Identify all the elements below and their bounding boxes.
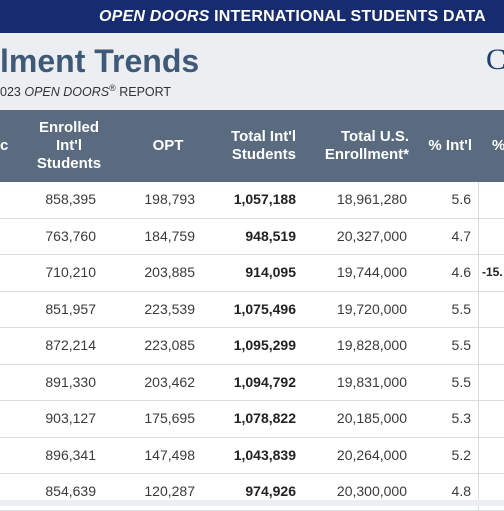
cell-opt: 184,759	[144, 227, 195, 244]
bottom-strip	[0, 500, 504, 506]
header-opt: OPT	[152, 137, 184, 154]
cell-total-intl: 948,519	[245, 227, 296, 244]
cell-total-us: 20,264,000	[336, 446, 407, 463]
cell-opt: 223,085	[144, 337, 195, 353]
cell-total-us: 19,831,000	[336, 373, 407, 390]
table-row: 903,127 175,695 1,078,822 20,185,000 5.3	[0, 401, 504, 438]
column-divider	[478, 437, 479, 473]
hero-section: lment Trends C 023 OPEN DOORS® REPORT	[0, 33, 504, 110]
cell-total-us: 19,720,000	[336, 300, 407, 317]
cell-enrolled: 710,210	[45, 264, 96, 280]
table-row: 763,760 184,759 948,519 20,327,000 4.7	[0, 218, 504, 255]
header-total-us-enrollment: Total U.S. Enrollment*	[324, 128, 409, 163]
cell-enrolled: 896,341	[45, 446, 96, 463]
cell-enrolled: 854,639	[45, 483, 96, 499]
column-divider	[478, 328, 479, 364]
column-divider	[478, 291, 479, 327]
table-row: 858,395 198,793 1,057,188 18,961,280 5.6	[0, 182, 504, 219]
cell-pct-intl: 5.2	[451, 446, 471, 463]
table-row: 891,330 203,462 1,094,792 19,831,000 5.5	[0, 364, 504, 401]
cell-total-us: 18,961,280	[336, 191, 407, 207]
cell-pct-intl: 5.5	[451, 337, 471, 353]
cell-partial-right	[482, 219, 504, 255]
cell-enrolled: 891,330	[45, 373, 96, 390]
cell-partial-right	[482, 365, 504, 401]
cell-partial-right	[482, 328, 504, 364]
top-banner: OPEN DOORS INTERNATIONAL STUDENTS DATA	[0, 0, 504, 33]
cell-pct-intl: 5.6	[451, 191, 471, 207]
cell-pct-intl: 5.5	[451, 300, 471, 317]
cell-opt: 147,498	[144, 446, 195, 463]
cell-total-intl: 914,095	[245, 264, 296, 280]
cell-total-intl: 1,057,188	[233, 191, 296, 207]
cell-total-us: 20,327,000	[336, 227, 407, 244]
cell-partial-right	[482, 438, 504, 474]
header-col-partial-left: c	[0, 137, 9, 154]
cell-opt: 203,462	[144, 373, 195, 390]
column-divider	[478, 218, 479, 254]
subtitle-suffix: REPORT	[115, 85, 172, 100]
table-row: 872,214 223,085 1,095,299 19,828,000 5.5	[0, 328, 504, 365]
table-body: 858,395 198,793 1,057,188 18,961,280 5.6 763,…	[0, 182, 504, 511]
column-divider	[478, 255, 479, 291]
cell-total-intl: 1,095,299	[233, 337, 296, 353]
column-divider	[478, 182, 479, 218]
cell-enrolled: 851,957	[45, 300, 96, 317]
cell-total-us: 19,744,000	[336, 264, 407, 280]
header-enrolled-students: Enrolled Int'l Students	[36, 119, 102, 172]
header-col-partial-right: %	[492, 110, 504, 182]
column-divider	[478, 401, 479, 437]
cell-pct-intl: 4.6	[451, 264, 471, 280]
table-row: 710,210 203,885 914,095 19,744,000 4.6 -15.	[0, 255, 504, 292]
cell-pct-intl: 5.3	[451, 410, 471, 426]
cell-total-us: 20,185,000	[336, 410, 407, 426]
cell-total-us: 19,828,000	[336, 337, 407, 353]
header-total-intl-students: Total Int'l Students	[231, 128, 296, 163]
cell-total-intl: 1,043,839	[233, 446, 296, 463]
cell-pct-intl: 4.7	[451, 227, 471, 244]
table-row: 896,341 147,498 1,043,839 20,264,000 5.2	[0, 437, 504, 474]
table-row: 851,957 223,539 1,075,496 19,720,000 5.5	[0, 291, 504, 328]
page-title: lment Trends	[0, 43, 200, 79]
cell-partial-right	[482, 292, 504, 328]
cell-partial-right: -15.	[482, 265, 503, 279]
cell-total-intl: 974,926	[245, 483, 296, 499]
cell-partial-right	[482, 401, 504, 437]
report-subtitle: 023 OPEN DOORS® REPORT	[0, 83, 171, 99]
column-divider	[478, 364, 479, 400]
cell-total-intl: 1,078,822	[233, 410, 296, 426]
subtitle-brand: OPEN DOORS	[24, 85, 110, 100]
cell-enrolled: 858,395	[45, 191, 96, 207]
cell-partial-right	[482, 182, 504, 218]
cell-total-intl: 1,094,792	[233, 373, 296, 390]
header-pct-intl: % Int'l	[428, 137, 472, 154]
banner-text: INTERNATIONAL STUDENTS DATA	[209, 8, 486, 25]
cell-total-us: 20,300,000	[336, 483, 407, 499]
cell-opt: 203,885	[144, 264, 195, 280]
registered-mark: ®	[109, 83, 116, 93]
cell-opt: 198,793	[144, 191, 195, 207]
cell-opt: 175,695	[144, 410, 195, 426]
cell-enrolled: 763,760	[45, 227, 96, 244]
cell-pct-intl: 5.5	[451, 373, 471, 390]
table-header: c Enrolled Int'l Students OPT Total Int'…	[0, 110, 504, 182]
cell-opt: 120,287	[144, 483, 195, 499]
cell-enrolled: 903,127	[45, 410, 96, 426]
column-divider	[478, 474, 479, 510]
banner-brand: OPEN DOORS	[99, 8, 210, 25]
cell-opt: 223,539	[144, 300, 195, 317]
cell-pct-intl: 4.8	[451, 483, 471, 499]
subtitle-prefix: 023	[0, 85, 25, 100]
cell-total-intl: 1,075,496	[233, 300, 296, 317]
cell-enrolled: 872,214	[45, 337, 96, 353]
logo-fragment: C	[486, 43, 504, 76]
